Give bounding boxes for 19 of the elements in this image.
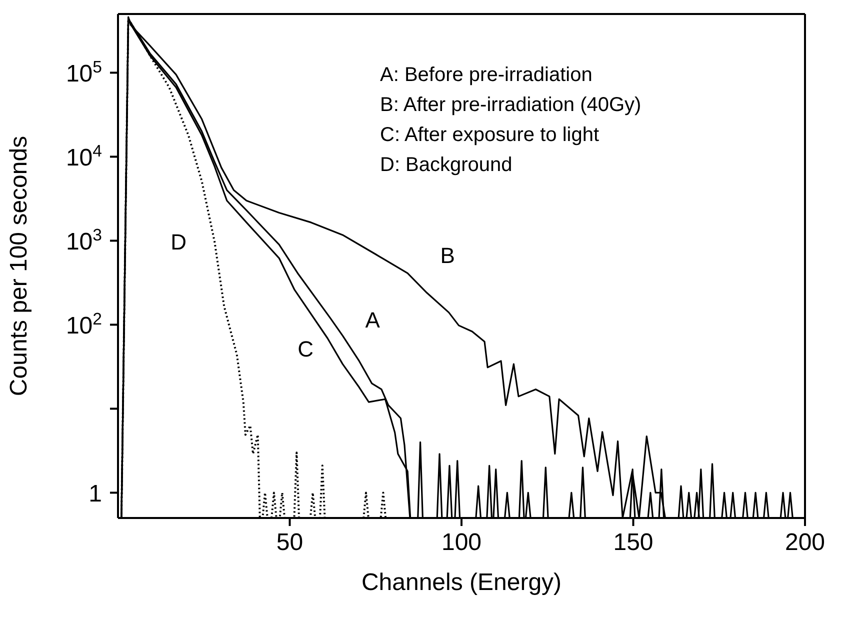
x-axis-title: Channels (Energy) — [361, 569, 562, 596]
series-label: C — [298, 336, 314, 362]
y-tick-label: 10$^{4}$ — [66, 141, 102, 172]
x-tick-label: 150 — [613, 529, 654, 556]
annotation: A: Before pre-irradiation — [380, 63, 594, 88]
y-axis-title: Counts per 100 seconds — [6, 136, 33, 396]
x-tick-label: 50 — [276, 529, 304, 556]
y-tick-label: 10$^{5}$ — [66, 57, 102, 88]
y-tick-label: 10$^{2}$ — [66, 309, 102, 340]
annotation: C: After exposure to light — [380, 123, 600, 148]
annotation: B: After pre-irradiation (40Gy) — [380, 93, 642, 118]
x-tick-label: 100 — [441, 529, 482, 556]
series-label: A — [365, 308, 380, 333]
annotation: D: Background — [380, 153, 514, 178]
series-label: B — [440, 243, 455, 268]
x-tick-label: 200 — [784, 529, 826, 556]
series-label: D — [170, 229, 186, 254]
y-tick-label: 1 — [88, 480, 102, 508]
y-tick-label: 10$^{3}$ — [66, 225, 102, 256]
